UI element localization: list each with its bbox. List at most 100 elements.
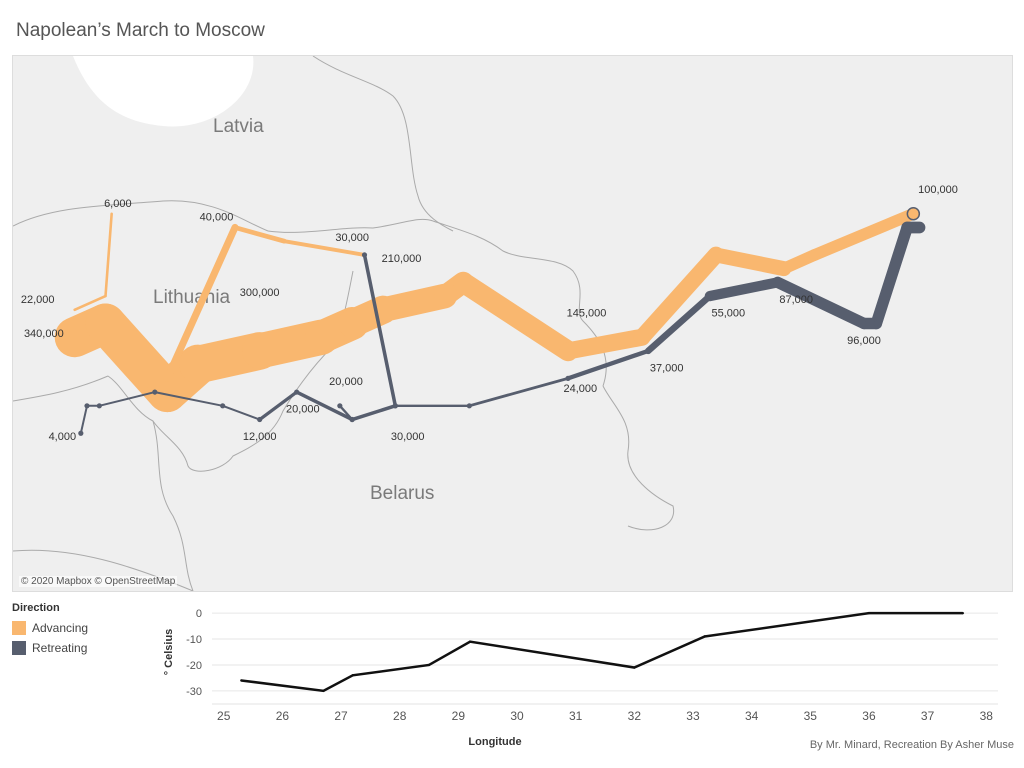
- route-advancing-0[interactable]: [54, 207, 920, 413]
- route-segment[interactable]: [153, 391, 224, 407]
- route-point[interactable]: [96, 403, 102, 409]
- temperature-point[interactable]: [322, 689, 325, 693]
- route-segment[interactable]: [98, 391, 156, 407]
- legend-item-retreating[interactable]: Retreating: [12, 638, 152, 658]
- route-retreating-3[interactable]: [337, 221, 926, 423]
- temperature-point[interactable]: [633, 666, 636, 669]
- credit-text: By Mr. Minard, Recreation By Asher Muse: [809, 739, 1014, 751]
- route-retreating-4[interactable]: [78, 252, 398, 436]
- route-segment[interactable]: [350, 404, 398, 422]
- route-point[interactable]: [257, 416, 263, 423]
- route-point[interactable]: [565, 375, 571, 381]
- route-segment[interactable]: [565, 348, 651, 381]
- survivor-label: 37,000: [650, 363, 684, 375]
- route-point[interactable]: [775, 279, 781, 285]
- route-advancing-1[interactable]: [73, 212, 113, 312]
- route-segment[interactable]: [362, 253, 398, 408]
- route-segment[interactable]: [808, 207, 920, 261]
- legend-swatch-advancing: [12, 621, 26, 635]
- route-point[interactable]: [904, 224, 910, 231]
- route-segment[interactable]: [163, 223, 239, 382]
- route-segment[interactable]: [452, 272, 579, 362]
- route-point[interactable]: [361, 252, 368, 258]
- route-point[interactable]: [294, 389, 300, 395]
- route-segment[interactable]: [282, 239, 367, 257]
- map-panel[interactable]: Latvia Lithuania Belarus 340,000 22,000 6,…: [12, 55, 1013, 592]
- route-segment[interactable]: [559, 328, 651, 360]
- temperature-point[interactable]: [867, 611, 871, 615]
- temperature-point[interactable]: [427, 663, 431, 667]
- route-segment[interactable]: [232, 225, 287, 244]
- legend-title: Direction: [12, 602, 60, 614]
- country-label-latvia: Latvia: [213, 116, 264, 137]
- x-tick-label: 37: [921, 709, 935, 723]
- survivor-label: 100,000: [918, 184, 958, 196]
- x-axis-title: Longitude: [468, 736, 521, 748]
- route-segment[interactable]: [73, 294, 107, 312]
- route-point[interactable]: [392, 403, 398, 409]
- country-label-lithuania: Lithuania: [153, 287, 231, 308]
- survivor-label: 30,000: [335, 232, 369, 244]
- route-point[interactable]: [645, 348, 651, 354]
- map-canvas[interactable]: Latvia Lithuania Belarus 340,000 22,000 6,…: [13, 56, 1012, 591]
- x-tick-label: 33: [686, 709, 700, 723]
- survivor-label: 6,000: [104, 198, 132, 210]
- border-latvia-belarus: [267, 218, 434, 233]
- route-point[interactable]: [84, 403, 90, 409]
- survivor-label: 96,000: [847, 335, 881, 347]
- route-point[interactable]: [337, 403, 343, 409]
- survivor-label: 4,000: [49, 431, 77, 443]
- route-point[interactable]: [707, 293, 713, 299]
- march-routes[interactable]: [54, 207, 926, 436]
- survivor-label: 24,000: [564, 383, 598, 395]
- y-tick-label: -20: [186, 660, 202, 672]
- survivor-label: 340,000: [24, 328, 64, 340]
- border-belarus-russia-north: [432, 220, 607, 387]
- route-segment[interactable]: [467, 376, 570, 408]
- survivor-label: 55,000: [712, 308, 746, 320]
- legend-item-advancing[interactable]: Advancing: [12, 618, 152, 638]
- map-attribution[interactable]: © 2020 Mapbox © OpenStreetMap: [19, 576, 178, 587]
- survivor-label: 210,000: [382, 253, 422, 265]
- route-segment[interactable]: [870, 221, 913, 330]
- route-segment[interactable]: [104, 212, 113, 298]
- border-belarus-russia-south: [602, 385, 675, 531]
- x-tick-label: 30: [510, 709, 524, 723]
- route-point[interactable]: [466, 403, 472, 409]
- temperature-canvas: 0 -10 -20 -30 25 26 27 28 29 30 31 32 33 34 35 36 37 38 Lo…: [163, 608, 998, 748]
- route-point[interactable]: [78, 430, 84, 436]
- route-segment[interactable]: [704, 277, 783, 302]
- survivor-label: 20,000: [329, 376, 363, 388]
- survivor-label: 300,000: [240, 287, 280, 299]
- border-latvia-lithuania: [13, 200, 269, 232]
- x-tick-label: 35: [804, 709, 818, 723]
- route-point[interactable]: [916, 224, 923, 231]
- temperature-point[interactable]: [240, 679, 243, 682]
- route-segment[interactable]: [294, 390, 354, 422]
- survivor-label: 20,000: [286, 404, 320, 416]
- route-segment[interactable]: [258, 390, 299, 422]
- border-latvia-russia: [312, 56, 454, 232]
- temperature-point[interactable]: [468, 640, 472, 643]
- temperature-point[interactable]: [961, 611, 965, 615]
- route-point[interactable]: [861, 320, 867, 327]
- route-segment[interactable]: [221, 404, 261, 421]
- temperature-line[interactable]: [241, 611, 963, 693]
- route-segment[interactable]: [644, 292, 714, 355]
- route-segment[interactable]: [79, 404, 88, 435]
- route-point[interactable]: [873, 320, 879, 327]
- temperature-point[interactable]: [703, 635, 706, 638]
- route-segment[interactable]: [633, 246, 725, 346]
- border-kaliningrad: [13, 375, 109, 402]
- route-advancing-2[interactable]: [163, 223, 367, 382]
- route-point[interactable]: [152, 389, 158, 395]
- route-point[interactable]: [349, 416, 355, 423]
- x-tick-label: 28: [393, 709, 407, 723]
- temperature-point[interactable]: [351, 674, 354, 677]
- moscow-point[interactable]: [906, 207, 921, 221]
- route-segment[interactable]: [772, 276, 870, 330]
- gulf-water: [73, 56, 254, 127]
- route-segment[interactable]: [708, 247, 792, 277]
- route-point[interactable]: [220, 403, 226, 409]
- x-tick-label: 29: [452, 709, 466, 723]
